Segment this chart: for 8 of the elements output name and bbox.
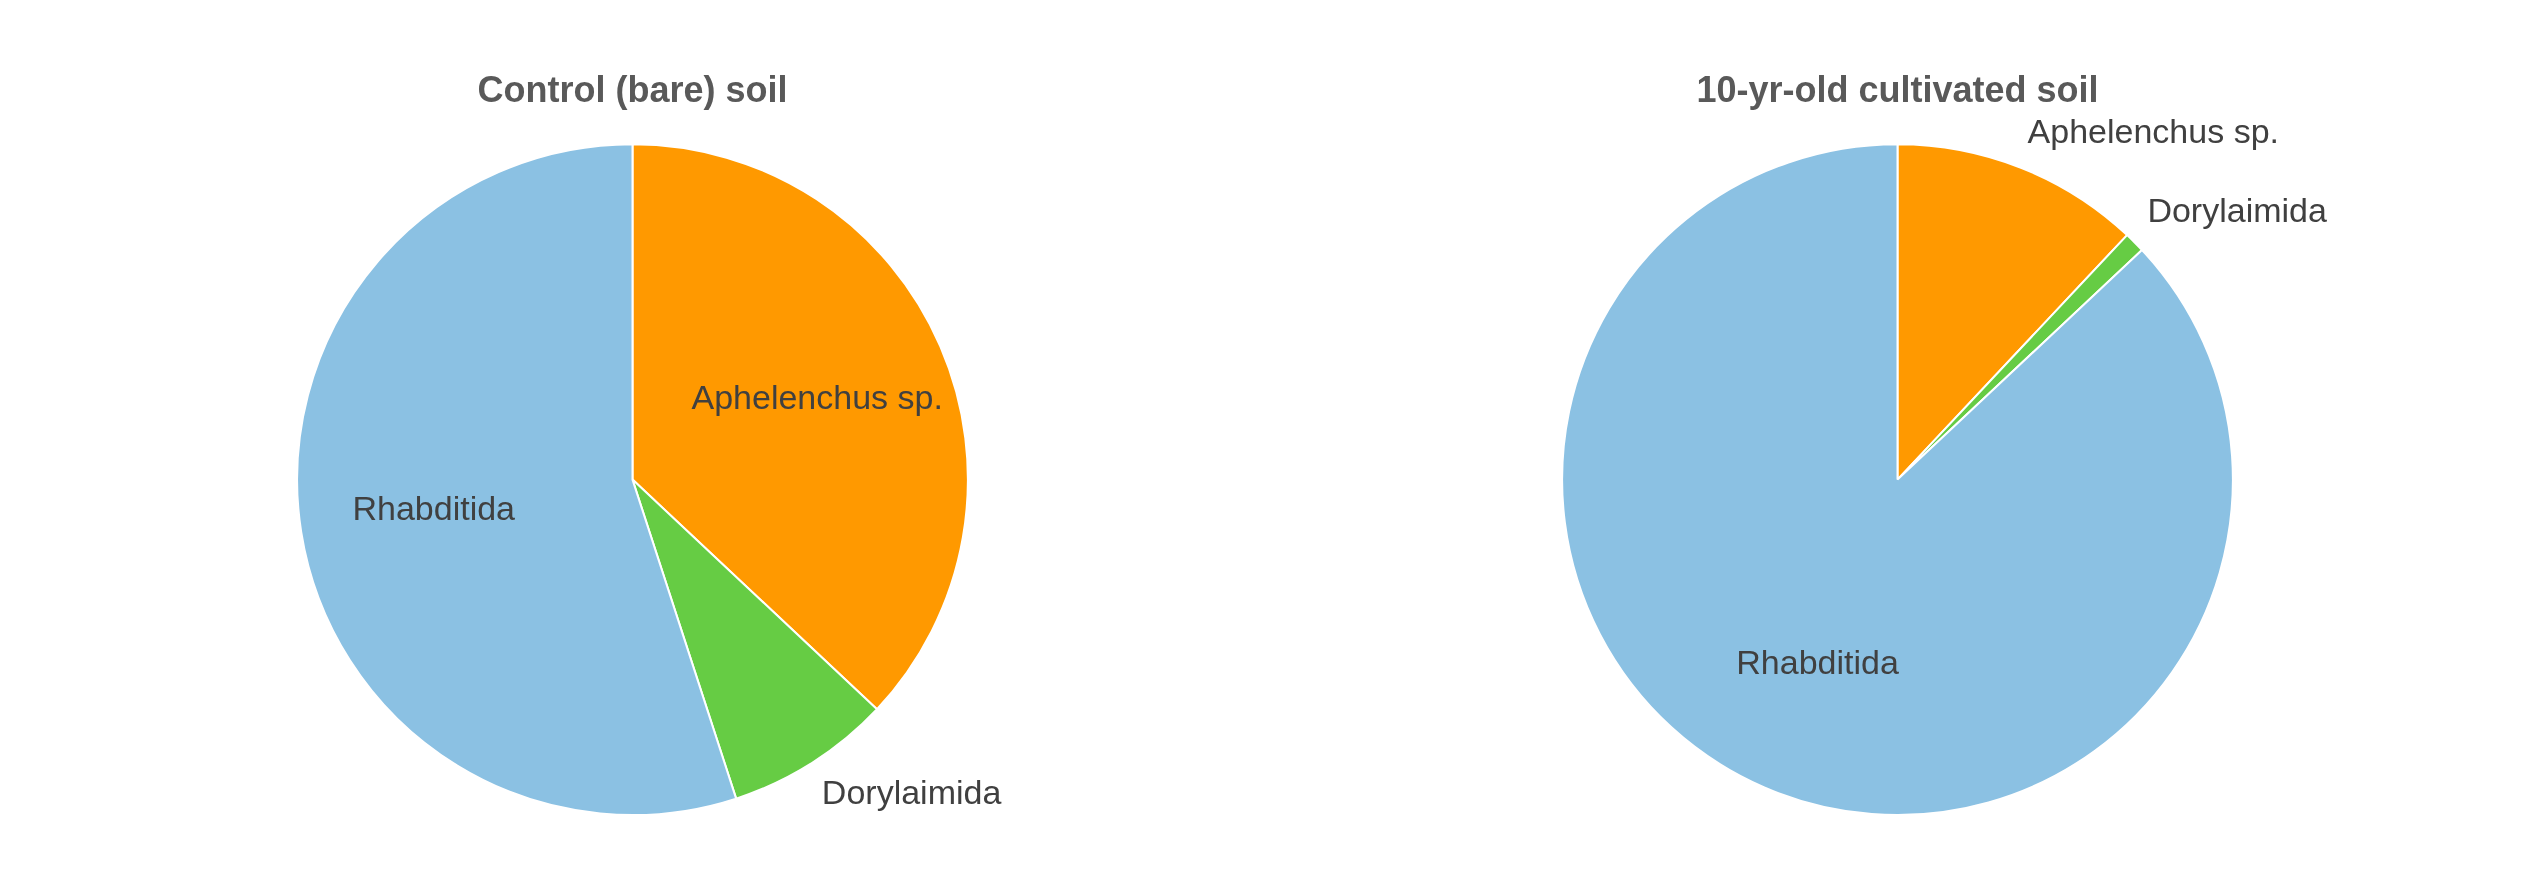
slice-label: Rhabditida	[352, 489, 516, 528]
slice-label: Rhabditida	[1736, 642, 1899, 681]
slice-label: Aphelenchus sp.	[691, 378, 943, 417]
slice-label: Aphelenchus sp.	[2027, 112, 2279, 151]
chart-title: 10-yr-old cultivated soil	[1696, 68, 2099, 110]
slice-label: Dorylaimida	[821, 773, 1002, 812]
slice-label: Dorylaimida	[2147, 191, 2327, 230]
chart-title: Control (bare) soil	[477, 68, 788, 110]
